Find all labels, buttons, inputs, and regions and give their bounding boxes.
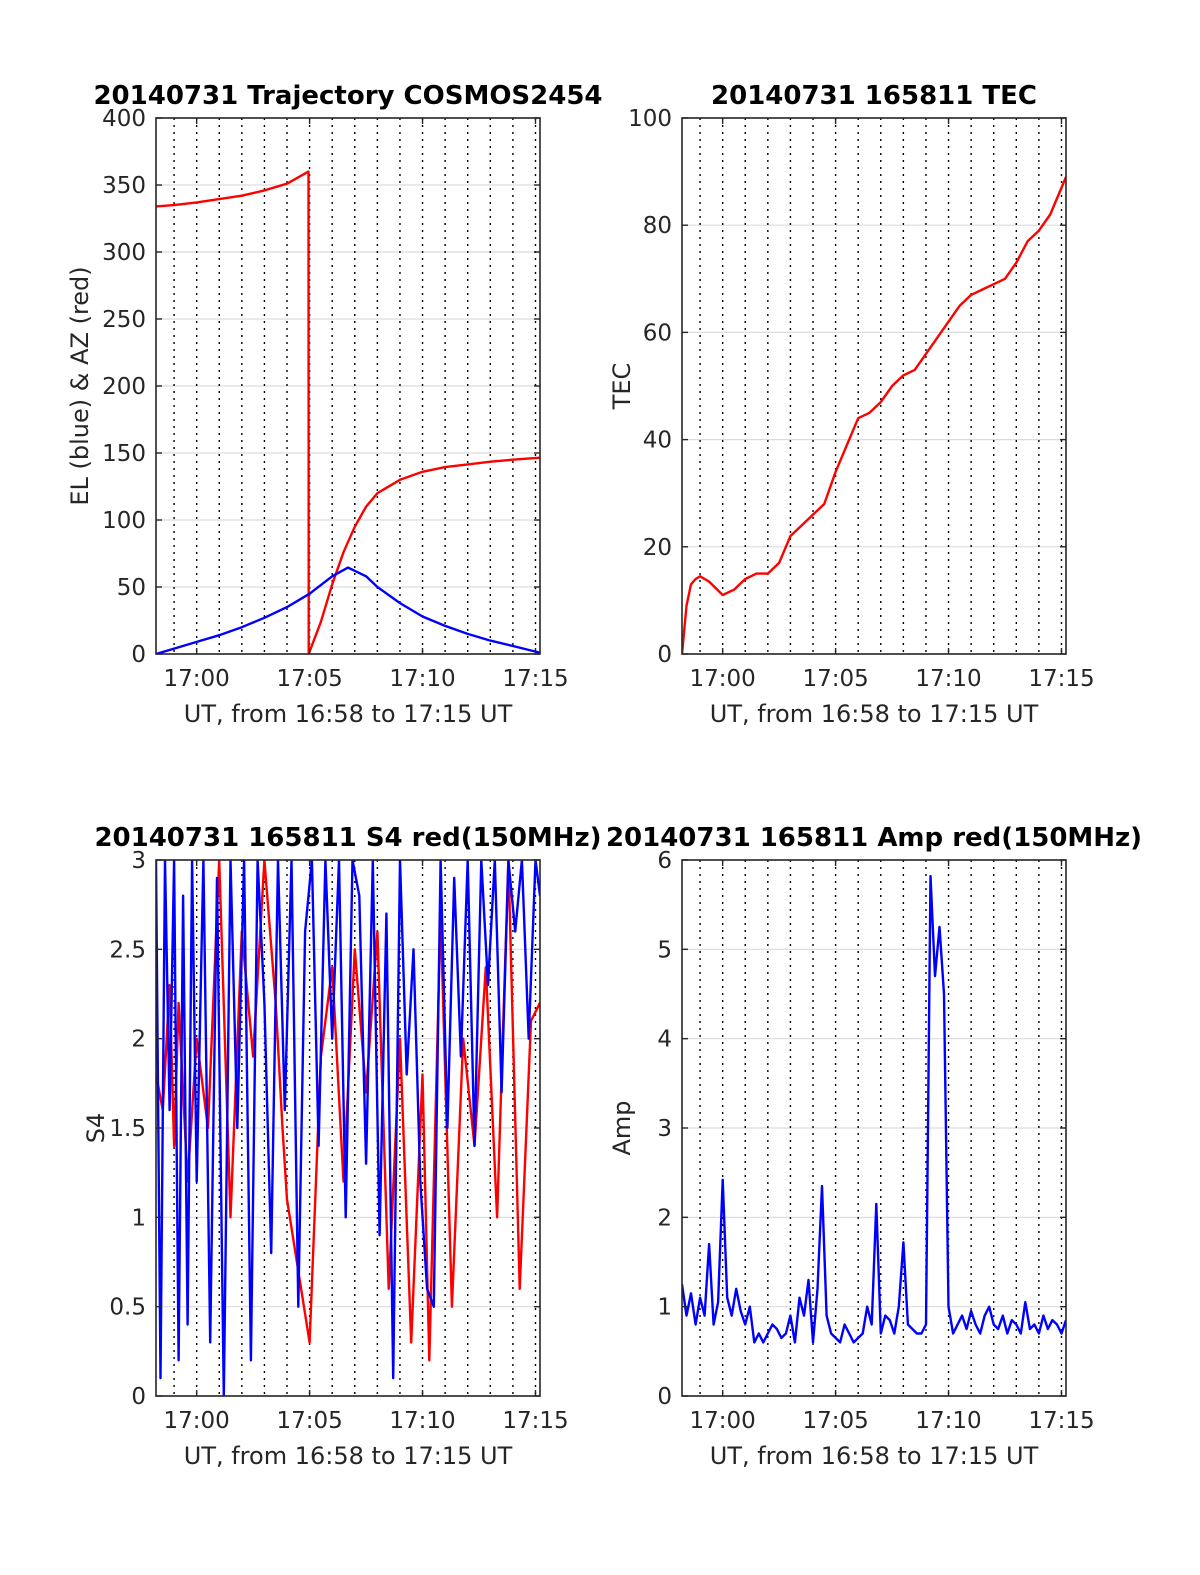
x-tick-label: 17:00 (690, 666, 756, 692)
x-axis-label: UT, from 16:58 to 17:15 UT (710, 700, 1039, 728)
series-line-1 (156, 170, 540, 654)
x-tick-label: 17:00 (164, 1408, 230, 1434)
x-tick-label: 17:05 (276, 1408, 342, 1434)
x-tick-label: 17:15 (1028, 666, 1094, 692)
y-tick-label: 100 (628, 106, 672, 132)
y-tick-label: 350 (102, 173, 146, 199)
y-tick-label: 5 (657, 937, 672, 963)
x-axis-label: UT, from 16:58 to 17:15 UT (184, 1442, 513, 1470)
y-tick-label: 3 (657, 1116, 672, 1142)
series-line-2 (156, 566, 540, 654)
x-tick-label: 17:15 (502, 1408, 568, 1434)
y-axis-label: EL (blue) & AZ (red) (66, 266, 94, 505)
y-tick-label: 300 (102, 240, 146, 266)
x-tick-label: 17:00 (690, 1408, 756, 1434)
x-tick-label: 17:15 (1028, 1408, 1094, 1434)
y-tick-label: 2.5 (109, 937, 146, 963)
chart-title: 20140731 Trajectory COSMOS2454 (93, 81, 602, 111)
chart-panel-4: 0 1 2 3 4 5 6 17:00 17:05 17:10 17:15 20140731 1658… (606, 823, 1142, 1470)
y-axis-label: S4 (82, 1113, 110, 1144)
x-tick-label: 17:05 (802, 1408, 868, 1434)
y-tick-label: 100 (102, 508, 146, 534)
series-line-1 (682, 874, 1066, 1344)
chart-title: 20140731 165811 Amp red(150MHz) (606, 823, 1142, 853)
y-axis-label: TEC (608, 363, 636, 411)
y-tick-label: 0.5 (109, 1295, 146, 1321)
y-tick-label: 80 (643, 213, 672, 239)
x-axis-label: UT, from 16:58 to 17:15 UT (184, 700, 513, 728)
y-tick-label: 250 (102, 307, 146, 333)
y-tick-label: 1 (657, 1295, 672, 1321)
y-tick-label: 3 (131, 848, 146, 874)
y-tick-label: 60 (643, 320, 672, 346)
y-tick-label: 150 (102, 441, 146, 467)
chart-panel-3: 0 0.5 1 1.5 2 2.5 3 17:00 17:05 17:10 17:15 2014073… (82, 823, 602, 1470)
axes-frame (681, 117, 1067, 655)
chart-panel-1: 0 50 100 150 200 250 300 350 400 17:00 17:05 17:10 1… (66, 81, 603, 728)
y-tick-label: 2 (657, 1205, 672, 1231)
chart-panel-2: 0 20 40 60 80 100 17:00 17:05 17:10 17:15 20140731… (608, 81, 1095, 728)
x-tick-label: 17:10 (915, 666, 981, 692)
y-tick-label: 0 (657, 1384, 672, 1410)
y-tick-label: 0 (657, 642, 672, 668)
y-tick-label: 20 (643, 535, 672, 561)
x-tick-label: 17:05 (802, 666, 868, 692)
y-tick-label: 4 (657, 1027, 672, 1053)
x-tick-label: 17:05 (276, 666, 342, 692)
chart-title: 20140731 165811 TEC (711, 81, 1037, 111)
y-tick-label: 1 (131, 1205, 146, 1231)
y-tick-label: 40 (643, 428, 672, 454)
y-tick-label: 0 (131, 1384, 146, 1410)
y-tick-label: 0 (131, 642, 146, 668)
series-line-1 (156, 860, 540, 1362)
x-axis-label: UT, from 16:58 to 17:15 UT (710, 1442, 1039, 1470)
y-tick-label: 200 (102, 374, 146, 400)
chart-title: 20140731 165811 S4 red(150MHz) (94, 823, 601, 853)
y-tick-label: 1.5 (109, 1116, 146, 1142)
series-line-2 (156, 860, 540, 1396)
x-tick-label: 17:10 (389, 666, 455, 692)
x-tick-label: 17:10 (915, 1408, 981, 1434)
y-tick-label: 400 (102, 106, 146, 132)
y-tick-label: 50 (117, 575, 146, 601)
y-tick-label: 6 (657, 848, 672, 874)
x-tick-label: 17:00 (164, 666, 230, 692)
x-tick-label: 17:10 (389, 1408, 455, 1434)
y-axis-label: Amp (608, 1100, 636, 1155)
x-tick-label: 17:15 (502, 666, 568, 692)
y-tick-label: 2 (131, 1027, 146, 1053)
series-line-1 (682, 176, 1066, 654)
